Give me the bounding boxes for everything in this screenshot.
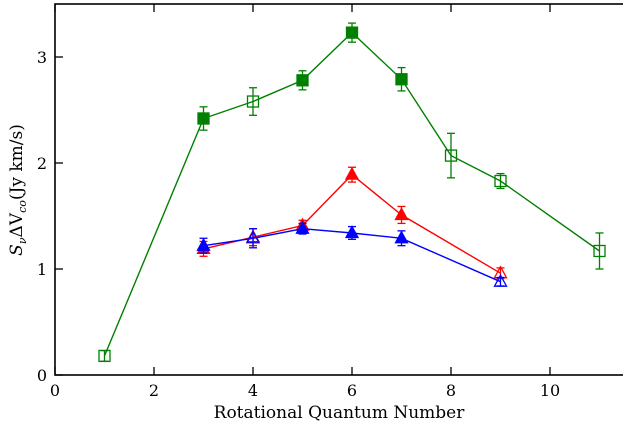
data-point-triangle bbox=[295, 220, 310, 234]
data-point-square bbox=[593, 244, 606, 258]
y-axis-title-sub1: ν bbox=[16, 237, 29, 244]
y-axis-title-base: S bbox=[7, 244, 27, 256]
plot-frame bbox=[54, 3, 623, 376]
plot-area bbox=[98, 22, 606, 363]
data-point-square bbox=[395, 73, 408, 86]
y-tick-label: 3 bbox=[37, 48, 47, 67]
x-tick-label: 2 bbox=[149, 381, 159, 400]
y-tick-label: 1 bbox=[37, 260, 47, 279]
y-tick-label: 2 bbox=[37, 154, 47, 173]
x-tick-label: 0 bbox=[50, 381, 60, 400]
x-tick-label: 8 bbox=[446, 381, 456, 400]
data-point-triangle bbox=[245, 230, 261, 244]
data-point-square bbox=[494, 174, 507, 188]
series-2 bbox=[196, 166, 508, 280]
series-line bbox=[103, 31, 600, 357]
series-line bbox=[203, 227, 501, 283]
axes: 0 2 4 6 8 10 0 1 2 3 bbox=[37, 4, 560, 400]
data-point-square bbox=[98, 349, 111, 363]
y-axis-title-mid: ΔV bbox=[7, 212, 27, 237]
series-3 bbox=[196, 220, 508, 287]
series-1 bbox=[98, 22, 606, 363]
data-point-square bbox=[197, 112, 210, 125]
data-point-triangle bbox=[394, 207, 409, 221]
y-axis-title: SνΔVco(Jy km/s) bbox=[7, 124, 29, 256]
data-point-triangle bbox=[196, 237, 211, 251]
data-point-square bbox=[246, 95, 260, 108]
x-tick-label: 10 bbox=[540, 381, 560, 400]
data-point-square bbox=[345, 26, 359, 39]
x-axis-title: Rotational Quantum Number bbox=[214, 403, 466, 423]
data-point-square bbox=[296, 74, 309, 87]
data-point-triangle bbox=[344, 166, 360, 180]
data-point-triangle bbox=[493, 273, 508, 287]
y-tick-label: 0 bbox=[37, 366, 47, 385]
data-point-square bbox=[444, 149, 458, 162]
data-point-triangle bbox=[344, 225, 360, 239]
data-point-triangle bbox=[394, 230, 409, 244]
x-tick-label: 6 bbox=[347, 381, 357, 400]
y-axis-title-sub2: co bbox=[16, 200, 29, 213]
series-line bbox=[203, 173, 501, 274]
x-tick-label: 4 bbox=[248, 381, 258, 400]
y-axis-title-unit: (Jy km/s) bbox=[7, 124, 27, 200]
